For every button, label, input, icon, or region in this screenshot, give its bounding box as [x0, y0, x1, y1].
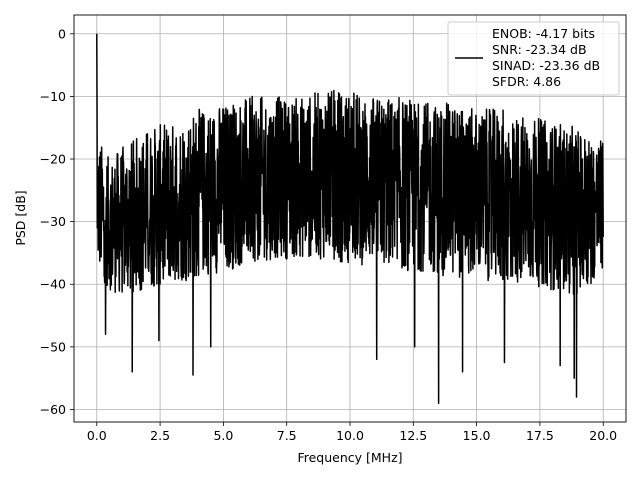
y-axis-label: PSD [dB] — [13, 190, 28, 245]
legend-entry-sfdr: SFDR: 4.86 — [492, 74, 561, 89]
legend-entry-sinad: SINAD: -23.36 dB — [492, 58, 600, 73]
y-tick-label: 0 — [58, 26, 66, 41]
x-axis-label: Frequency [MHz] — [297, 450, 402, 465]
legend-entry-enob: ENOB: -4.17 bits — [492, 26, 595, 41]
legend: ENOB: -4.17 bits SNR: -23.34 dB SINAD: -… — [447, 21, 620, 96]
x-tick-label: 5.0 — [213, 428, 233, 443]
x-tick-label: 0.0 — [87, 428, 107, 443]
x-tick-label: 2.5 — [150, 428, 170, 443]
y-tick-label: −10 — [40, 89, 66, 104]
y-tick-label: −20 — [40, 152, 66, 167]
y-tick-label: −50 — [40, 339, 66, 354]
x-tick-label: 17.5 — [526, 428, 554, 443]
series-line-psd — [96, 33, 604, 404]
y-tick-label: −60 — [40, 402, 66, 417]
x-axis-ticks: 0.0 2.5 5.0 7.5 10.0 12.5 15.0 17.5 20.0 — [87, 422, 617, 443]
y-axis-ticks: 0 −10 −20 −30 −40 −50 −60 — [40, 26, 74, 417]
x-tick-label: 12.5 — [399, 428, 427, 443]
plot-data — [96, 33, 604, 404]
x-tick-label: 10.0 — [336, 428, 364, 443]
y-tick-label: −30 — [40, 214, 66, 229]
legend-entry-snr: SNR: -23.34 dB — [492, 42, 587, 57]
x-tick-label: 7.5 — [277, 428, 297, 443]
y-tick-label: −40 — [40, 277, 66, 292]
legend-box — [447, 21, 620, 96]
x-tick-label: 15.0 — [463, 428, 491, 443]
x-tick-label: 20.0 — [589, 428, 617, 443]
